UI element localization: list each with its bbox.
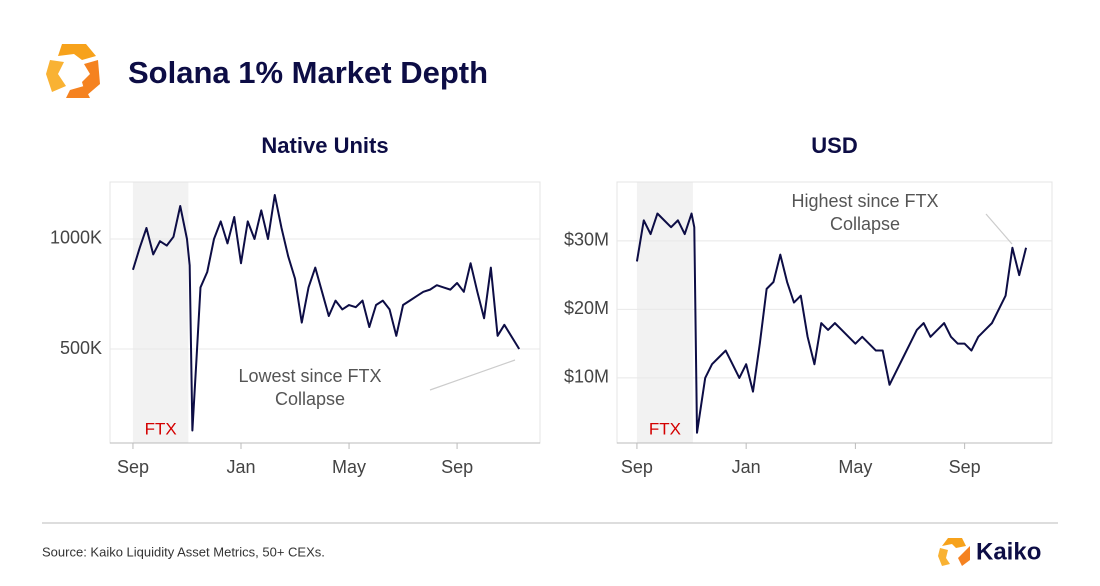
annotation-pointer bbox=[429, 359, 516, 391]
y-tick-label: 500K bbox=[60, 338, 102, 358]
data-line bbox=[132, 193, 521, 432]
chart-title: Native Units bbox=[261, 133, 388, 158]
x-tick-label: Sep bbox=[441, 457, 473, 477]
x-tick-label: May bbox=[838, 457, 872, 477]
x-tick-label: Jan bbox=[732, 457, 761, 477]
y-tick-label: $30M bbox=[564, 230, 609, 250]
annotation: Lowest since FTX bbox=[238, 366, 381, 386]
chart-title: USD bbox=[811, 133, 857, 158]
annotation: Highest since FTX bbox=[791, 191, 938, 211]
annotation-pointer bbox=[985, 213, 1013, 245]
x-tick-label: Jan bbox=[226, 457, 255, 477]
y-tick-label: $20M bbox=[564, 298, 609, 318]
brand-logo bbox=[938, 538, 970, 566]
annotation: Collapse bbox=[275, 389, 345, 409]
logo bbox=[46, 44, 100, 98]
y-tick-label: 1000K bbox=[50, 228, 102, 248]
data-line bbox=[635, 212, 1028, 434]
y-tick-label: $10M bbox=[564, 367, 609, 387]
x-tick-label: Sep bbox=[117, 457, 149, 477]
highlight-label: FTX bbox=[649, 419, 681, 438]
highlight-band bbox=[132, 182, 189, 443]
source: Source: Kaiko Liquidity Asset Metrics, 5… bbox=[42, 544, 325, 559]
brand: Kaiko bbox=[976, 538, 1041, 565]
x-tick-label: May bbox=[332, 457, 366, 477]
highlight-label: FTX bbox=[145, 419, 177, 438]
x-tick-label: Sep bbox=[621, 457, 653, 477]
page-title: Solana 1% Market Depth bbox=[128, 55, 488, 90]
x-tick-label: Sep bbox=[949, 457, 981, 477]
annotation: Collapse bbox=[830, 214, 900, 234]
